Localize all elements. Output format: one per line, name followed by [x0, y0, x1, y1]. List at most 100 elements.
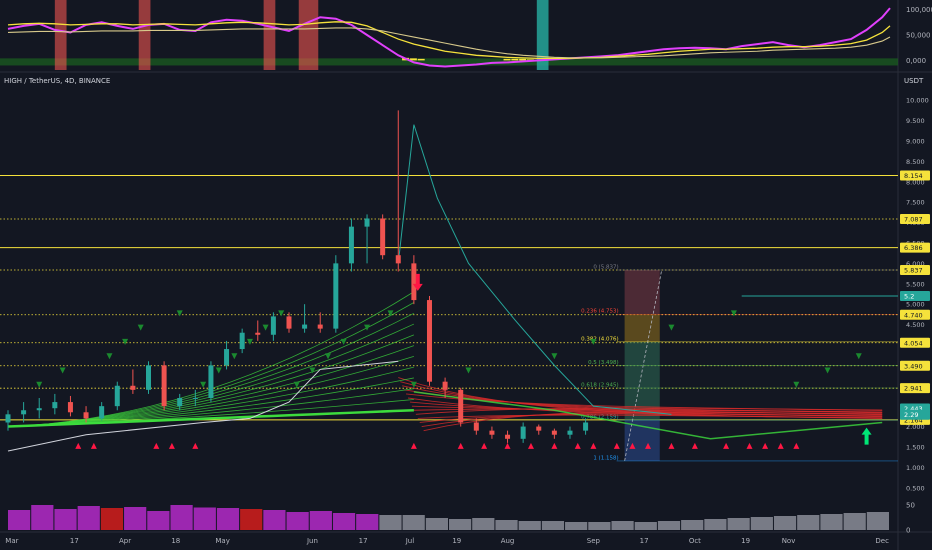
time-tick-label: 18 — [171, 537, 180, 545]
time-tick-label: Jul — [405, 537, 415, 545]
volume-bar — [704, 519, 727, 530]
price-tick-label: 5.500 — [906, 280, 925, 288]
volume-bar — [820, 514, 843, 530]
sell-signal-arrow — [793, 381, 800, 388]
buy-signal-arrow — [551, 442, 558, 449]
time-tick-label: Jun — [306, 537, 318, 545]
buy-signal-arrow — [629, 442, 636, 449]
price-tick-label: 7.500 — [906, 199, 925, 207]
big-down-arrow — [412, 273, 423, 291]
price-tick-label: 0.500 — [906, 484, 925, 492]
buy-signal-arrow — [75, 442, 82, 449]
sell-signal-arrow — [36, 381, 43, 388]
big-up-arrow — [861, 427, 872, 445]
oscillator-histogram-bar — [409, 58, 417, 61]
time-tick-label: May — [215, 537, 229, 545]
buy-signal-arrow — [613, 442, 620, 449]
volume-bar — [240, 509, 263, 530]
candle-body — [286, 316, 292, 329]
price-level-badge — [900, 383, 930, 394]
time-tick-label: Dec — [875, 537, 889, 545]
candle-body — [458, 389, 464, 423]
price-badge — [900, 409, 930, 420]
fib-zone-top — [624, 270, 660, 315]
candle-body — [317, 324, 323, 329]
price-tick-label: 1.500 — [906, 443, 925, 451]
oscillator-highlight-column — [138, 0, 151, 70]
sell-signal-arrow — [387, 310, 394, 317]
price-level-badge — [900, 337, 930, 348]
volume-bar — [286, 512, 309, 530]
candle-body — [473, 422, 479, 431]
price-level-badge-label: 6.386 — [904, 244, 923, 252]
price-badge-label: 5.2 — [904, 293, 914, 301]
candle-body — [177, 398, 183, 407]
buy-signal-arrow — [668, 442, 675, 449]
buy-signal-arrow — [691, 442, 698, 449]
volume-bar — [309, 511, 332, 530]
volume-bar — [495, 520, 518, 530]
candle-body — [364, 218, 370, 227]
price-level-badge-label: 2.164 — [904, 416, 923, 424]
candle-body — [99, 406, 105, 419]
volume-bar — [124, 507, 147, 530]
volume-bar — [773, 516, 797, 530]
price-level-badge-label: 2.941 — [904, 385, 923, 393]
volume-bar — [100, 508, 124, 530]
price-tick-label: 10.000 — [906, 97, 929, 105]
candle-body — [520, 426, 526, 439]
oscillator-line-3 — [7, 27, 891, 59]
buy-signal-arrow — [746, 442, 753, 449]
sell-signal-arrow — [730, 310, 737, 317]
candle-body — [255, 332, 261, 335]
volume-bar — [356, 514, 379, 530]
oscillator-panel — [0, 0, 898, 70]
candle-body — [333, 263, 339, 329]
buy-signal-arrow — [527, 442, 534, 449]
candle-body — [239, 332, 245, 350]
candle-body — [21, 410, 27, 415]
volume-bar — [843, 513, 866, 530]
candle-body — [426, 300, 432, 382]
candle-body — [114, 385, 120, 407]
red-ribbon-line — [417, 414, 883, 419]
price-panel: 0 (5.837) 0.236 (4.753) 0.382 (4.076) 0.5 (… — [0, 110, 898, 461]
volume-bar — [449, 519, 472, 530]
price-tick-label: 4.500 — [906, 321, 925, 329]
candle-body — [5, 414, 11, 423]
volume-bar — [402, 515, 425, 530]
time-tick-label: Aug — [501, 537, 515, 545]
price-level-badge-label: 4.054 — [904, 339, 923, 347]
price-level-badge — [900, 170, 930, 181]
volume-bar — [31, 505, 54, 530]
buy-signal-arrow — [90, 442, 97, 449]
white-moving-average — [7, 360, 399, 452]
buy-signal-arrow — [504, 442, 511, 449]
volume-bar — [8, 510, 31, 530]
sell-signal-arrow — [122, 338, 129, 345]
volume-bar — [634, 522, 657, 530]
price-tick-label: 9.000 — [906, 137, 925, 145]
fib-level-label: 0.5 (3.498) — [588, 360, 619, 366]
candle-body — [551, 430, 557, 435]
price-badge — [900, 291, 930, 301]
time-tick-label: Sep — [587, 537, 601, 545]
oscillator-tick-label: 100,000 — [906, 6, 932, 14]
oscillator-histogram-bar — [417, 58, 425, 61]
sell-signal-arrow — [364, 324, 371, 331]
time-tick-label: 17 — [70, 537, 79, 545]
fib-level-label: 0 (5.837) — [593, 265, 618, 271]
time-tick-label: 19 — [452, 537, 461, 545]
price-level-badge — [900, 242, 930, 253]
volume-bar — [472, 518, 495, 530]
price-tick-label: 2.000 — [906, 423, 925, 431]
price-level-badge — [900, 360, 930, 371]
sell-signal-arrow — [262, 324, 269, 331]
time-tick-label: Oct — [689, 537, 701, 545]
sell-signal-arrow — [325, 353, 332, 360]
sell-signal-arrow — [231, 353, 238, 360]
volume-tick-label: 0 — [906, 527, 910, 535]
candle-body — [442, 381, 448, 390]
volume-bar — [681, 520, 704, 530]
price-level-badge — [900, 214, 930, 225]
